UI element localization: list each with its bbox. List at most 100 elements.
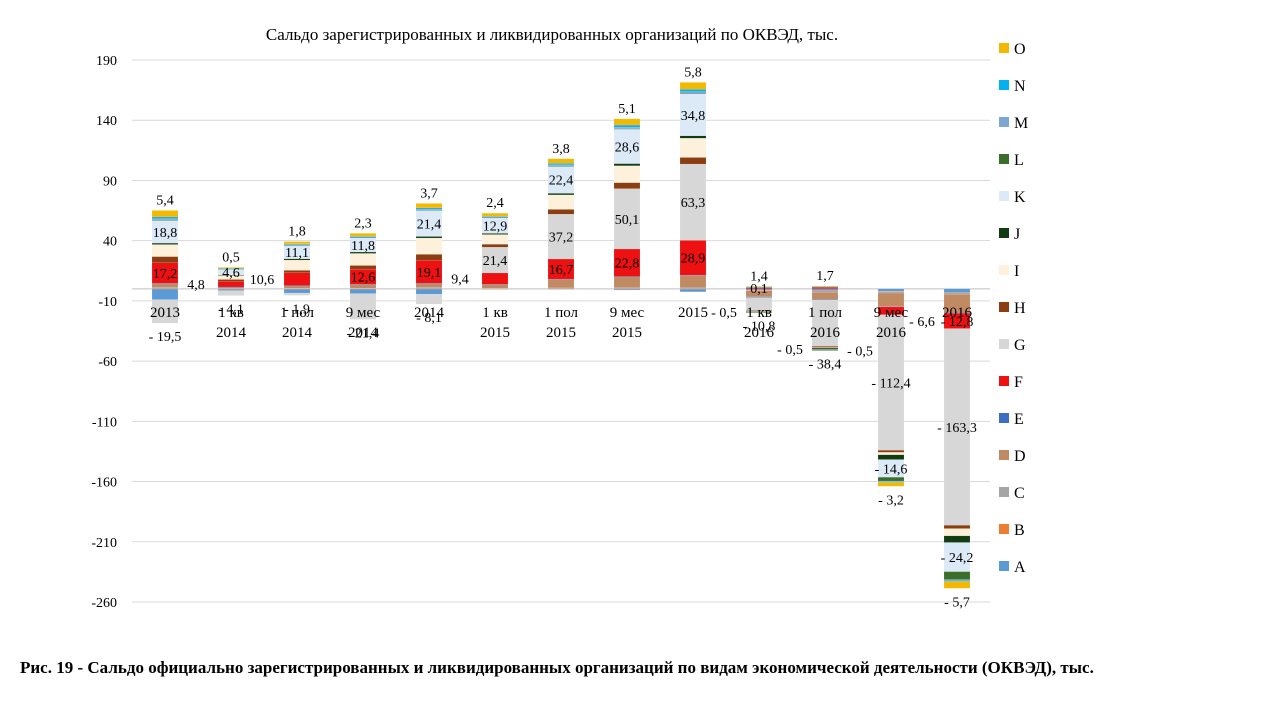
gridlines <box>132 59 990 603</box>
category-label: 2016 <box>942 305 973 321</box>
bar-segment <box>415 236 443 239</box>
data-label: 17,2 <box>153 267 178 282</box>
legend-label: F <box>1014 374 1023 391</box>
bar-segment <box>349 235 377 237</box>
bar-segment <box>415 203 443 209</box>
legend: O N M L K J I H G F E D C B A <box>999 41 1028 576</box>
chart-title: Сальдо зарегистрированных и ликвидирован… <box>266 25 838 44</box>
legend-label: J <box>1014 226 1020 243</box>
bar-segment <box>547 214 575 260</box>
category-label: 2015 <box>546 325 576 341</box>
bar-segment <box>745 312 773 313</box>
data-label: - 0,5 <box>847 344 873 359</box>
bar-segment <box>679 138 707 158</box>
bar-segment <box>613 128 641 164</box>
bar-segment <box>547 209 575 215</box>
data-label: 4,6 <box>222 266 240 281</box>
bar-segment <box>613 182 641 189</box>
bar-segment <box>943 525 971 529</box>
bar-segment <box>349 253 377 266</box>
data-label: 12,6 <box>351 271 376 286</box>
bar-segment <box>877 450 905 453</box>
bar-segment <box>877 454 905 460</box>
bar-segment <box>811 285 839 287</box>
bar-segment <box>679 89 707 92</box>
legend-label: K <box>1014 189 1026 206</box>
bar-segment <box>151 218 179 221</box>
bar-segment <box>283 288 311 294</box>
y-tick-label: -210 <box>91 536 117 551</box>
y-tick-label: 140 <box>96 114 117 129</box>
data-label: 1,4 <box>750 269 768 284</box>
data-label: - 0,5 <box>711 306 737 321</box>
bar-segment <box>877 481 905 483</box>
data-labels: 5,4 18,8 17,2 - 19,5 0,54,6 4,8 - 4,1 1,8 11,1 10… <box>149 65 977 610</box>
bar-segment <box>415 237 443 255</box>
legend-swatch <box>999 154 1009 164</box>
stacked-bar-chart: Сальдо зарегистрированных и ликвидирован… <box>91 25 1028 611</box>
y-tick-label: -110 <box>92 415 117 430</box>
y-tick-label: 190 <box>96 54 117 69</box>
bar-segment <box>877 314 905 451</box>
bar-segment <box>943 294 971 313</box>
category-label: 2016 <box>744 325 775 341</box>
bar-segment <box>151 210 179 218</box>
legend-swatch <box>999 265 1009 275</box>
data-label: 12,9 <box>483 220 508 235</box>
data-label: 22,8 <box>615 257 640 272</box>
bar-segment <box>943 528 971 537</box>
bar-segment <box>415 288 443 290</box>
category-label: 2014 <box>414 305 445 321</box>
bar-segment <box>877 291 905 294</box>
category-label: 1 пол <box>280 305 315 321</box>
y-tick-label: -60 <box>98 355 117 370</box>
bar-segment <box>481 284 509 289</box>
bar-segment <box>151 288 179 290</box>
category-label: 9 мес <box>346 305 381 321</box>
data-label: 28,6 <box>615 140 640 155</box>
data-label: 3,8 <box>552 142 570 157</box>
data-label: 0,5 <box>222 250 240 265</box>
category-label: 2015 <box>612 325 642 341</box>
bar-segment <box>283 244 311 246</box>
legend-swatch <box>999 43 1009 53</box>
bar-segment <box>283 259 311 271</box>
bar-segment <box>547 279 575 289</box>
legend-swatch <box>999 80 1009 90</box>
data-label: 2,4 <box>486 196 504 211</box>
category-label: 2016 <box>876 325 907 341</box>
category-label: 2013 <box>150 305 180 321</box>
bar-segment <box>943 581 971 589</box>
data-label: 11,1 <box>285 246 309 261</box>
data-label: - 0,5 <box>777 343 803 358</box>
bar-segment <box>811 347 839 350</box>
data-label: 19,1 <box>417 266 442 281</box>
category-label: 2014 <box>348 325 379 341</box>
bar-segment <box>943 292 971 295</box>
legend-label: I <box>1014 263 1019 280</box>
data-label: 10,6 <box>250 273 275 288</box>
data-label: - 1,9 <box>284 302 310 317</box>
bar-segment <box>811 292 839 300</box>
category-label: 2015 <box>678 305 708 321</box>
bar-segments <box>151 82 971 589</box>
bar-segment <box>415 210 443 237</box>
y-tick-label: -260 <box>91 596 117 611</box>
bar-segment <box>745 286 773 288</box>
bar-segment <box>679 82 707 90</box>
legend-swatch <box>999 376 1009 386</box>
legend-label: B <box>1014 522 1025 539</box>
data-label: 28,9 <box>681 252 706 267</box>
bar-segment <box>877 477 905 482</box>
data-label: - 112,4 <box>871 377 910 392</box>
bar-segment <box>283 292 311 296</box>
category-label: 1 кв <box>482 305 508 321</box>
category-label: 2015 <box>480 325 510 341</box>
y-tick-label: -10 <box>98 295 117 310</box>
data-label: - 163,3 <box>937 421 977 436</box>
legend-swatch <box>999 339 1009 349</box>
bar-segment <box>547 163 575 165</box>
legend-swatch <box>999 524 1009 534</box>
legend-label: A <box>1014 559 1026 576</box>
data-label: - 14,6 <box>875 462 908 477</box>
